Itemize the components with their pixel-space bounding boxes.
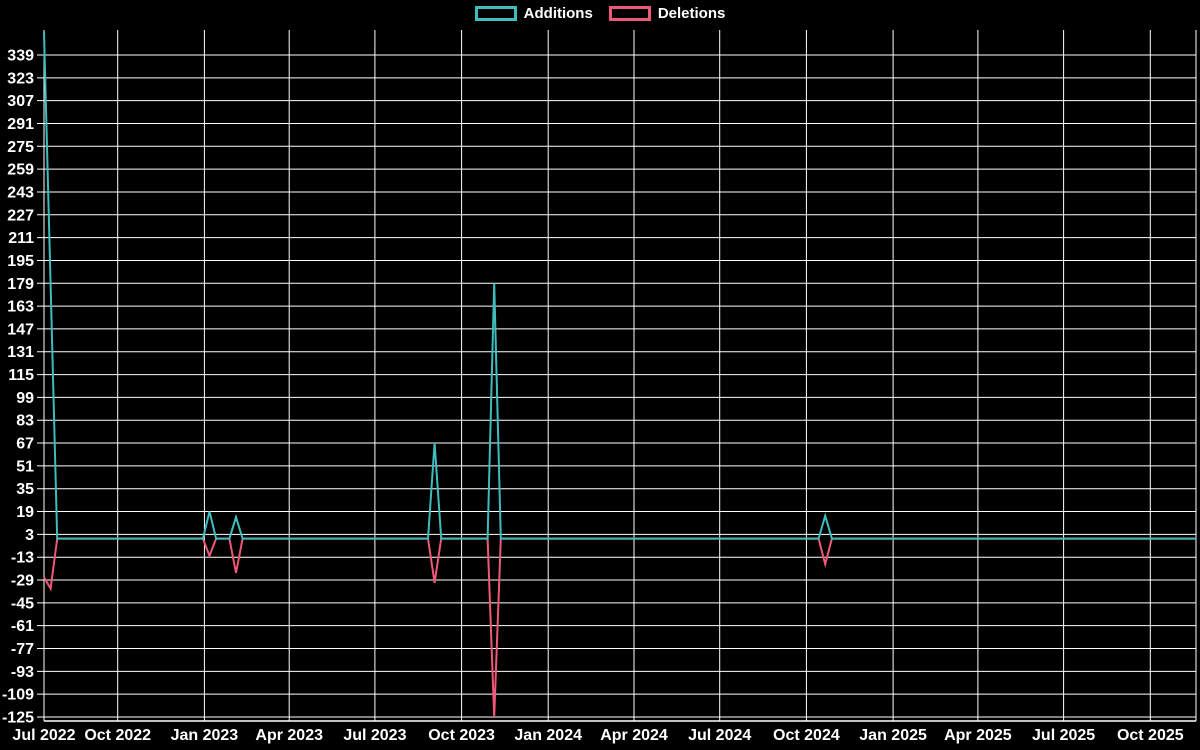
y-tick-label: 99 <box>16 390 34 407</box>
y-tick-label: -77 <box>11 641 34 658</box>
y-tick-label: 227 <box>7 207 34 224</box>
additions-line <box>43 32 1196 540</box>
y-tick-label: 275 <box>7 139 34 156</box>
y-tick-label: 307 <box>7 93 34 110</box>
x-tick-label: Apr 2023 <box>255 727 323 744</box>
x-tick-label: Oct 2025 <box>1117 727 1184 744</box>
y-tick-label: 243 <box>7 184 34 201</box>
y-tick-label: -93 <box>11 664 34 681</box>
y-tick-label: 147 <box>7 321 34 338</box>
y-tick-label: 163 <box>7 299 34 316</box>
deletions-line <box>43 537 1196 718</box>
y-tick-label: 83 <box>16 413 34 430</box>
y-tick-label: 131 <box>7 344 34 361</box>
x-tick-label: Jul 2023 <box>343 727 406 744</box>
y-tick-label: -61 <box>11 618 34 635</box>
x-tick-label: Oct 2023 <box>428 727 495 744</box>
y-tick-label: 19 <box>16 504 34 521</box>
y-tick-label: -29 <box>11 573 34 590</box>
chart-legend: Additions Deletions <box>0 5 1200 22</box>
y-tick-label: 3 <box>25 527 34 544</box>
y-tick-label: 211 <box>8 230 34 247</box>
y-tick-label: 259 <box>7 162 34 179</box>
x-tick-label: Oct 2024 <box>773 727 840 744</box>
x-tick-label: Jan 2024 <box>514 727 582 744</box>
x-tick-label: Jan 2023 <box>171 727 239 744</box>
additions-swatch-icon <box>474 6 517 21</box>
y-tick-label: 67 <box>16 436 34 453</box>
y-tick-label: 195 <box>7 253 34 270</box>
x-tick-label: Jul 2025 <box>1032 727 1095 744</box>
y-tick-label: 339 <box>7 47 34 64</box>
y-tick-label: 51 <box>16 458 34 475</box>
deletions-swatch-icon <box>608 6 651 21</box>
y-tick-label: -125 <box>2 709 34 726</box>
x-tick-label: Jul 2024 <box>688 727 751 744</box>
x-tick-label: Apr 2024 <box>600 727 668 744</box>
y-tick-label: 323 <box>7 70 34 87</box>
deletions-legend-label: Deletions <box>657 5 726 22</box>
x-tick-label: Jul 2022 <box>12 727 75 744</box>
y-tick-label: 35 <box>16 481 34 498</box>
y-tick-label: 291 <box>7 116 34 133</box>
y-tick-label: -13 <box>11 550 34 567</box>
y-tick-label: 179 <box>7 276 34 293</box>
y-tick-label: -45 <box>11 595 34 612</box>
y-tick-label: -109 <box>2 687 34 704</box>
x-tick-label: Apr 2025 <box>944 727 1012 744</box>
legend-item-additions[interactable]: Additions <box>474 5 593 22</box>
x-tick-label: Oct 2022 <box>84 727 151 744</box>
legend-item-deletions[interactable]: Deletions <box>608 5 726 22</box>
x-tick-label: Jan 2025 <box>859 727 927 744</box>
additions-legend-label: Additions <box>523 5 593 22</box>
y-tick-label: 115 <box>8 367 34 384</box>
